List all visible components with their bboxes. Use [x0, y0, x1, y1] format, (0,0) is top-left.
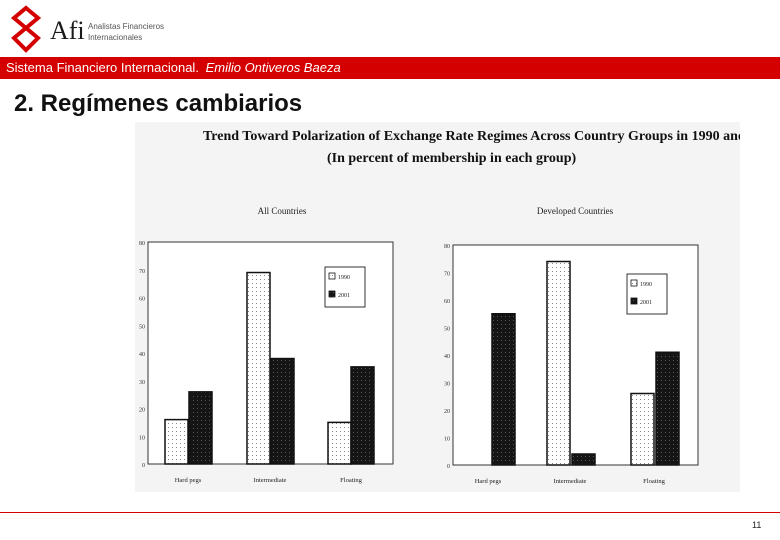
- chart2-bar-1990: [630, 392, 655, 466]
- figure-title: Trend Toward Polarization of Exchange Ra…: [203, 129, 740, 144]
- chart2-y-tick-label: 20: [444, 409, 450, 415]
- chart2-y-tick-label: 70: [444, 272, 450, 278]
- slide-title: 2. Regímenes cambiarios: [14, 90, 303, 117]
- chart2-x-tick-label: Intermediate: [554, 478, 587, 485]
- chart1-x-tick-label: Floating: [340, 477, 362, 484]
- chart1-bar-1990: [327, 421, 352, 465]
- chart1-y-tick-label: 10: [139, 435, 145, 441]
- chart1-y-tick-label: 80: [139, 241, 145, 247]
- chart1-x-tick-label: Hard pegs: [175, 477, 202, 484]
- chart1-bar-1990: [164, 418, 189, 465]
- chart1-title: All Countries: [258, 206, 307, 216]
- chart2-x-tick-label: Floating: [643, 478, 665, 485]
- chart1-legend-label: 2001: [338, 293, 350, 299]
- course-name: Sistema Financiero Internacional.: [6, 60, 199, 75]
- chart2-title: Developed Countries: [537, 206, 614, 216]
- chart1-y-tick-label: 30: [139, 380, 145, 386]
- chart1-legend-label: 1990: [338, 275, 350, 281]
- chart1-y-tick-label: 40: [139, 352, 145, 358]
- chart2-legend-label: 2001: [640, 300, 652, 306]
- header-bar: Sistema Financiero Internacional. Emilio…: [0, 57, 780, 79]
- author-name: Emilio Ontiveros Baeza: [205, 60, 341, 75]
- chart2-y-tick-label: 30: [444, 382, 450, 388]
- chart2-y-tick-label: 60: [444, 299, 450, 305]
- chart2-y-tick-label: 0: [447, 464, 450, 470]
- chart2-y-tick-label: 10: [444, 437, 450, 443]
- chart1-legend-swatch: [328, 290, 336, 298]
- afi-logo: Afi Analistas Financieros Internacionale…: [6, 4, 166, 56]
- figure-subtitle: (In percent of membership in each group): [327, 151, 576, 166]
- page-number: 11: [752, 520, 762, 530]
- chart1-y-tick-label: 0: [142, 463, 145, 469]
- afi-knot-icon: [10, 5, 42, 53]
- chart1-y-tick-label: 60: [139, 297, 145, 303]
- chart1-y-tick-label: 20: [139, 408, 145, 414]
- scanned-figure: Trend Toward Polarization of Exchange Ra…: [135, 122, 780, 492]
- chart2-legend-swatch: [630, 297, 638, 305]
- chart2-bar-1990: [546, 260, 571, 466]
- chart1-y-tick-label: 70: [139, 269, 145, 275]
- chart2-x-tick-label: Hard pegs: [475, 478, 502, 485]
- chart1-bar-2001: [350, 366, 375, 465]
- chart2-y-tick-label: 40: [444, 354, 450, 360]
- chart2-bar-2001: [655, 351, 680, 466]
- chart1-bar-2001: [188, 391, 213, 465]
- logo-brand: Afi: [50, 16, 85, 45]
- chart2-y-tick-label: 50: [444, 327, 450, 333]
- chart1-x-tick-label: Intermediate: [254, 477, 287, 484]
- footer-divider: [0, 512, 780, 513]
- chart2-y-tick-label: 80: [444, 244, 450, 250]
- figure-svg: Trend Toward Polarization of Exchange Ra…: [139, 129, 780, 485]
- chart2-bar-2001: [491, 313, 516, 466]
- chart2-legend-label: 1990: [640, 282, 652, 288]
- chart2-bar-2001: [571, 453, 596, 466]
- chart1-bar-1990: [246, 271, 271, 465]
- chart1-legend-swatch: [328, 272, 336, 280]
- chart2-legend-swatch: [630, 279, 638, 287]
- chart1-y-tick-label: 50: [139, 324, 145, 330]
- logo-line-1: Analistas Financieros: [88, 22, 165, 31]
- chart1-bar-2001: [270, 357, 295, 465]
- logo-line-2: Internacionales: [88, 33, 143, 42]
